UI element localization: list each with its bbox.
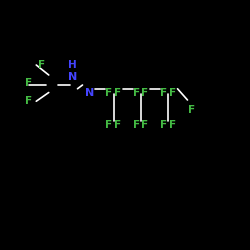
Text: F: F [142, 120, 148, 130]
Text: F: F [160, 88, 167, 98]
Text: F: F [188, 105, 195, 115]
Text: F: F [105, 120, 112, 130]
Text: F: F [114, 120, 121, 130]
Text: F: F [105, 88, 112, 98]
Text: F: F [169, 120, 176, 130]
Text: F: F [142, 88, 148, 98]
Text: N: N [86, 88, 94, 98]
Text: F: F [25, 96, 32, 106]
Text: F: F [38, 60, 45, 70]
Text: F: F [160, 120, 167, 130]
Text: F: F [133, 120, 140, 130]
Text: F: F [133, 88, 140, 98]
Text: F: F [114, 88, 121, 98]
Text: F: F [169, 88, 176, 98]
Text: H: H [68, 60, 77, 70]
Text: N: N [68, 72, 77, 83]
Text: F: F [25, 78, 32, 88]
